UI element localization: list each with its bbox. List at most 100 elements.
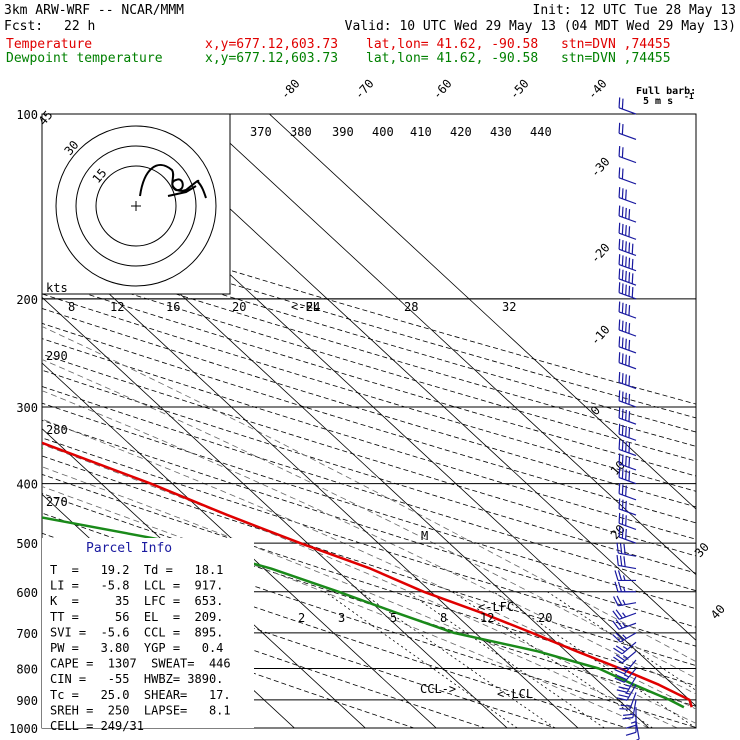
dry-adiabat [42,293,696,492]
wind-barb [618,146,637,164]
el-marker: <-EL [291,300,320,314]
hodograph-ring-middle [75,145,197,267]
hodograph-ring-inner [95,165,177,247]
wind-barb [618,97,637,115]
wind-barb [618,453,637,471]
mixing-ratio-label: 2 [298,611,305,625]
hodograph-speed-label: 20 [232,300,246,314]
dry-adiabat [42,353,696,557]
barb-legend: Full barb: 5 m s -1 [636,86,696,107]
wind-barb [618,390,637,408]
lfc-marker: <-LFC [478,600,514,614]
pressure-label: 600 [16,586,38,600]
mixing-ratio-label: 12 [480,611,494,625]
wind-barb [618,336,637,354]
wind-barb [618,167,637,185]
parcel-info-panel: Parcel Info T = 19.2 Td = 18.1 LI = -5.8 … [42,538,254,733]
dewpoint-latlon: lat,lon= 41.62, -90.58 [366,51,538,66]
wind-barb [618,205,637,223]
wind-barb [618,526,637,544]
parcel-info-rows: T = 19.2 Td = 18.1 LI = -5.8 LCL = 917.K … [50,563,231,733]
wind-barb [618,438,637,457]
wind-barb [613,641,637,655]
parcel-info-row: LI = -5.8 LCL = 917. [50,579,223,593]
lcl-marker: <-LCL [497,687,533,701]
wind-barb [613,650,637,664]
mixing-ratio-label: 3 [338,611,345,625]
wind-barb [618,407,637,425]
wind-barb [614,668,637,683]
dewpoint-station: stn=DVN ,74455 [561,51,671,66]
wind-barb [618,319,637,337]
wind-barb [618,301,637,319]
hodograph-speed-label: 24 [306,300,320,314]
hodograph-units-label: kts [46,281,68,295]
mixing-ratio-line [547,591,696,691]
wind-barb [618,371,637,390]
isotherm-line [42,362,437,728]
wind-barb [616,676,637,693]
pressure-label: 700 [16,627,38,641]
dry-adiabat [42,338,696,540]
isotherm-label: -50 [507,77,532,102]
parcel-info-row: PW = 3.80 YGP = 0.4 [50,641,223,655]
parcel-info-background [42,538,254,728]
barb-legend-exponent: -1 [684,92,694,101]
theta-label: 390 [332,125,354,139]
dry-adiabat [42,575,487,728]
mixing-ratio-line [407,591,605,728]
wind-barb [618,512,637,531]
pressure-label: 1000 [9,722,38,736]
isotherm-label: 10 [608,458,628,478]
wind-barb [612,632,637,643]
isotherm-label: -30 [588,155,613,180]
wind-barb [618,238,637,257]
isotherm-line [42,231,579,728]
parcel-info-row: CAPE = 1307 SWEAT= 446 [50,657,231,671]
hodograph-speed-label: 12 [110,300,124,314]
wind-barb [616,542,637,557]
isotherm-label: -40 [585,77,610,102]
header: 3km ARW-WRF -- NCAR/MMM Init: 12 UTC Tue… [4,3,736,66]
wind-barb [616,684,637,701]
hodograph-speed-label: 28 [404,300,418,314]
barb-legend-units: 5 m s [643,96,673,107]
dry-adiabat [42,322,696,524]
dewpoint-xy: x,y=677.12,603.73 [205,51,338,66]
level-marker: M [421,529,428,543]
parcel-info-row: CELL = 249/31 [50,719,144,733]
temperature-station: stn=DVN ,74455 [561,37,671,52]
theta-label: 420 [450,125,472,139]
theta-label: 380 [290,125,312,139]
wind-barb [618,254,637,272]
mixing-ratio-label: 8 [440,611,447,625]
pressure-label: 200 [16,293,38,307]
pressure-label: 900 [16,694,38,708]
parcel-info-row: TT = 56 EL = 209. [50,610,223,624]
theta-label: 440 [530,125,552,139]
dry-adiabat [42,308,696,508]
dry-adiabats [42,211,696,728]
wind-barb [614,581,636,593]
parcel-info-title: Parcel Info [86,541,172,556]
wind-barb [613,595,637,607]
temperature-line [42,441,693,708]
wind-barb [614,659,637,675]
wind-barb [618,222,637,240]
pressure-label: 100 [16,108,38,122]
sounding-series [42,441,693,709]
isotherm-line [42,428,366,728]
theta-label: 430 [490,125,512,139]
parcel-info-row: K = 35 LFC = 653. [50,594,223,608]
dry-adiabat [42,597,416,728]
parcel-info-row: T = 19.2 Td = 18.1 [50,563,223,577]
hodograph-trace [139,164,207,199]
theta-label: 290 [46,349,68,363]
valid-time: Valid: 10 UTC Wed 29 May 13 (04 MDT Wed … [345,19,736,34]
isotherm-label: -10 [588,323,613,348]
temperature-xy: x,y=677.12,603.73 [205,37,338,52]
isotherm-label: -80 [278,77,303,102]
wind-barb [618,423,637,441]
wind-barb [616,555,637,570]
